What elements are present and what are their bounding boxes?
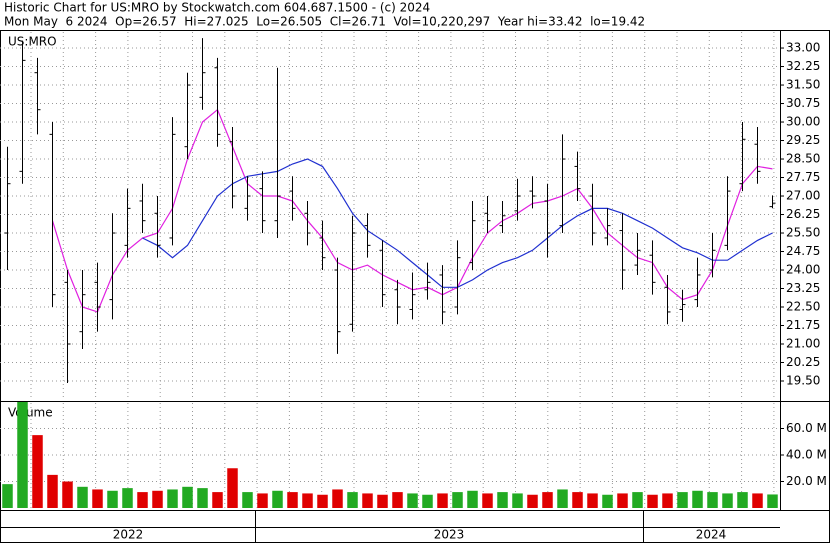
y-tick-label: 19.50	[786, 374, 820, 388]
volume-bar	[707, 492, 718, 508]
volume-bar	[617, 493, 628, 508]
volume-bar	[362, 493, 373, 508]
y-tick-label: 31.50	[786, 78, 820, 92]
volume-bar	[662, 493, 673, 508]
volume-bar	[347, 492, 358, 508]
x-tick-label: 2024	[696, 528, 727, 542]
y-tick-label: 22.50	[786, 300, 820, 314]
panel-title: Volume	[8, 406, 53, 420]
y-tick-label: 30.00	[786, 115, 820, 129]
volume-bar	[152, 490, 163, 508]
volume-bar	[212, 492, 223, 508]
volume-bar	[272, 490, 283, 508]
y-tick-label: 20.25	[786, 355, 820, 369]
x-tick-label: 2023	[434, 528, 465, 542]
volume-bar	[197, 488, 208, 508]
frame	[0, 30, 830, 543]
y-tick-label: 24.00	[786, 263, 820, 277]
volume-bar	[227, 468, 238, 508]
header-title: Historic Chart for US:MRO by Stockwatch.…	[4, 1, 430, 15]
volume-bar	[77, 486, 88, 508]
y-tick-label: 21.00	[786, 337, 820, 351]
volume-bar	[602, 494, 613, 508]
volume-bar	[17, 402, 28, 508]
volume-bar	[752, 493, 763, 508]
volume-bar	[257, 493, 268, 508]
volume-bar	[437, 493, 448, 508]
volume-bar	[722, 493, 733, 508]
header-quote: Mon May 6 2024 Op=26.57 Hi=27.025 Lo=26.…	[4, 15, 645, 29]
y-tick-label: 24.75	[786, 244, 820, 258]
volume-bar	[527, 494, 538, 508]
volume-bar	[62, 481, 73, 508]
volume-bar	[677, 492, 688, 508]
volume-bar	[137, 492, 148, 508]
panel-title: US:MRO	[8, 35, 57, 49]
volume-bar	[482, 493, 493, 508]
volume-bar	[122, 488, 133, 508]
volume-bar	[692, 490, 703, 508]
y-tick-label: 30.75	[786, 96, 820, 110]
volume-bar	[572, 492, 583, 508]
volume-bar	[92, 489, 103, 508]
volume-bar	[32, 435, 43, 508]
y-tick-label: 23.25	[786, 281, 820, 295]
y-tick-label: 32.25	[786, 59, 820, 73]
volume-bar	[422, 494, 433, 508]
volume-bar	[452, 492, 463, 508]
volume-bar	[512, 493, 523, 508]
volume-bar	[632, 492, 643, 508]
y-tick-label: 21.75	[786, 318, 820, 332]
volume-bar	[2, 484, 13, 508]
volume-bar	[317, 494, 328, 508]
volume-bar	[242, 492, 253, 508]
y-tick-label: 27.75	[786, 170, 820, 184]
y-tick-label: 60.0 M	[786, 421, 827, 435]
volume-bar	[542, 492, 553, 508]
volume-bar	[302, 493, 313, 508]
volume-bar	[377, 494, 388, 508]
volume-bar	[182, 486, 193, 508]
volume-bar	[332, 489, 343, 508]
volume-bar	[767, 494, 778, 508]
y-tick-label: 27.00	[786, 189, 820, 203]
volume-bar	[392, 492, 403, 508]
volume-bar	[647, 494, 658, 508]
y-tick-label: 25.50	[786, 226, 820, 240]
y-tick-label: 40.0 M	[786, 448, 827, 462]
y-tick-label: 33.00	[786, 41, 820, 55]
y-tick-label: 26.25	[786, 207, 820, 221]
volume-bar	[557, 489, 568, 508]
volume-bar	[467, 490, 478, 508]
y-tick-label: 29.25	[786, 133, 820, 147]
volume-bar	[47, 474, 58, 508]
volume-bar	[587, 493, 598, 508]
volume-bar	[167, 489, 178, 508]
volume-bar	[737, 492, 748, 508]
y-tick-label: 20.0 M	[786, 474, 827, 488]
x-tick-label: 2022	[113, 528, 144, 542]
volume-bar	[407, 493, 418, 508]
y-tick-label: 28.50	[786, 152, 820, 166]
volume-bar	[107, 490, 118, 508]
volume-bar	[287, 492, 298, 508]
volume-bar	[497, 492, 508, 508]
